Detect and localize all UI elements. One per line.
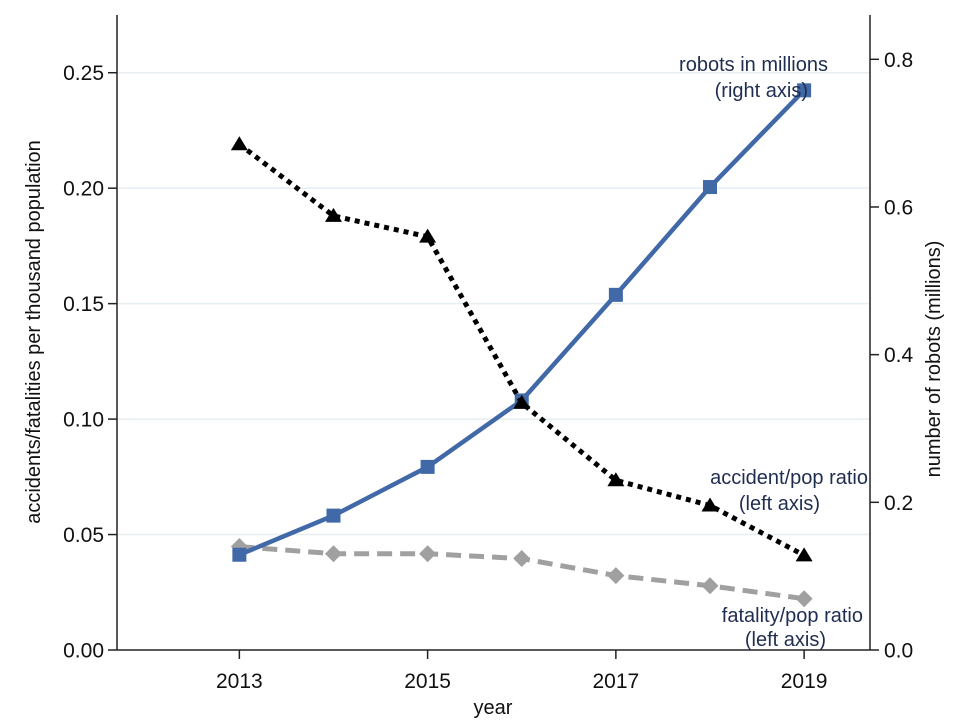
annotation-fatality: fatality/pop ratio (left axis) <box>722 605 863 651</box>
annotation-robots: robots in millions (right axis) <box>679 54 828 102</box>
annotation-fatality-line2: (left axis) <box>745 629 826 651</box>
left-tick-label: 0.20 <box>63 178 104 201</box>
annotation-accident-line1: accident/pop ratio <box>710 467 868 489</box>
x-tick-label: 2017 <box>593 670 640 693</box>
marker-robots-in-millions-2019 <box>797 83 812 98</box>
marker-accident-pop-ratio-2019 <box>795 547 813 562</box>
axes <box>116 15 871 651</box>
marker-accident-pop-ratio-2016 <box>513 394 531 409</box>
marker-accident-pop-ratio-2013 <box>230 136 248 151</box>
left-tick-label: 0.25 <box>63 62 104 85</box>
marker-robots-in-millions-2015 <box>420 459 435 474</box>
x-tick-label: 2015 <box>404 670 451 693</box>
marker-accident-pop-ratio-2014 <box>324 207 342 222</box>
left-axis-title: accidents/fatalities per thousand popula… <box>23 140 45 524</box>
marker-robots-in-millions-2017 <box>608 287 623 302</box>
left-tick-label: 0.05 <box>63 524 104 547</box>
marker-robots-in-millions-2013 <box>232 547 247 562</box>
marker-fatality-pop-ratio-2018 <box>701 577 719 595</box>
gridlines <box>117 71 870 536</box>
marker-accident-pop-ratio-2017 <box>607 472 625 487</box>
annotation-accident: accident/pop ratio (left axis) <box>710 467 868 515</box>
annotation-robots-line1: robots in millions <box>679 54 828 76</box>
marker-fatality-pop-ratio-2017 <box>607 567 625 585</box>
right-tick-label: 0.4 <box>884 344 914 367</box>
marker-robots-in-millions-2018 <box>702 180 717 195</box>
marker-accident-pop-ratio-2015 <box>419 228 437 243</box>
series-line-accident-pop-ratio <box>237 142 806 558</box>
x-axis-title: year <box>474 697 513 719</box>
x-tick-label: 2019 <box>781 670 828 693</box>
annotation-accident-line2: (left axis) <box>739 493 820 515</box>
marker-fatality-pop-ratio-2019 <box>795 590 813 608</box>
right-tick-label: 0.8 <box>884 49 913 72</box>
marker-accident-pop-ratio-2018 <box>701 497 719 512</box>
marker-robots-in-millions-2014 <box>326 508 341 523</box>
annotation-robots-line2: (right axis) <box>715 80 808 102</box>
right-axis-title: number of robots (millions) <box>923 241 945 478</box>
left-tick-label: 0.10 <box>63 409 104 432</box>
marker-fatality-pop-ratio-2016 <box>513 550 531 568</box>
marker-fatality-pop-ratio-2014 <box>324 545 342 563</box>
right-tick-label: 0.0 <box>884 640 913 663</box>
ticks: 0.00 0.05 0.10 0.15 0.20 0.25 0.0 0.2 0.4 0.6 0.8 2… <box>63 49 913 693</box>
annotation-fatality-line1: fatality/pop ratio <box>722 605 863 627</box>
left-tick-label: 0.00 <box>63 640 104 663</box>
marker-fatality-pop-ratio-2015 <box>419 545 437 563</box>
right-tick-label: 0.6 <box>884 196 913 219</box>
left-tick-label: 0.15 <box>63 293 104 316</box>
series <box>230 83 813 608</box>
right-tick-label: 0.2 <box>884 492 913 515</box>
x-tick-label: 2013 <box>216 670 263 693</box>
